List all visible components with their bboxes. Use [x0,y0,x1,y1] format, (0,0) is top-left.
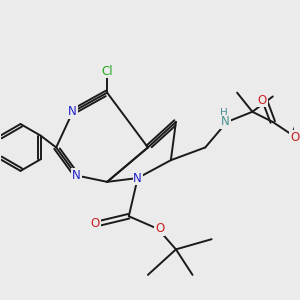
Text: N: N [221,116,230,128]
Text: Cl: Cl [101,64,113,77]
Text: O: O [258,94,267,106]
Text: N: N [133,172,142,184]
Text: H: H [220,108,227,118]
Text: N: N [68,105,77,118]
Text: N: N [72,169,81,182]
Text: O: O [91,218,100,230]
Text: O: O [155,223,164,236]
Text: O: O [290,131,299,144]
